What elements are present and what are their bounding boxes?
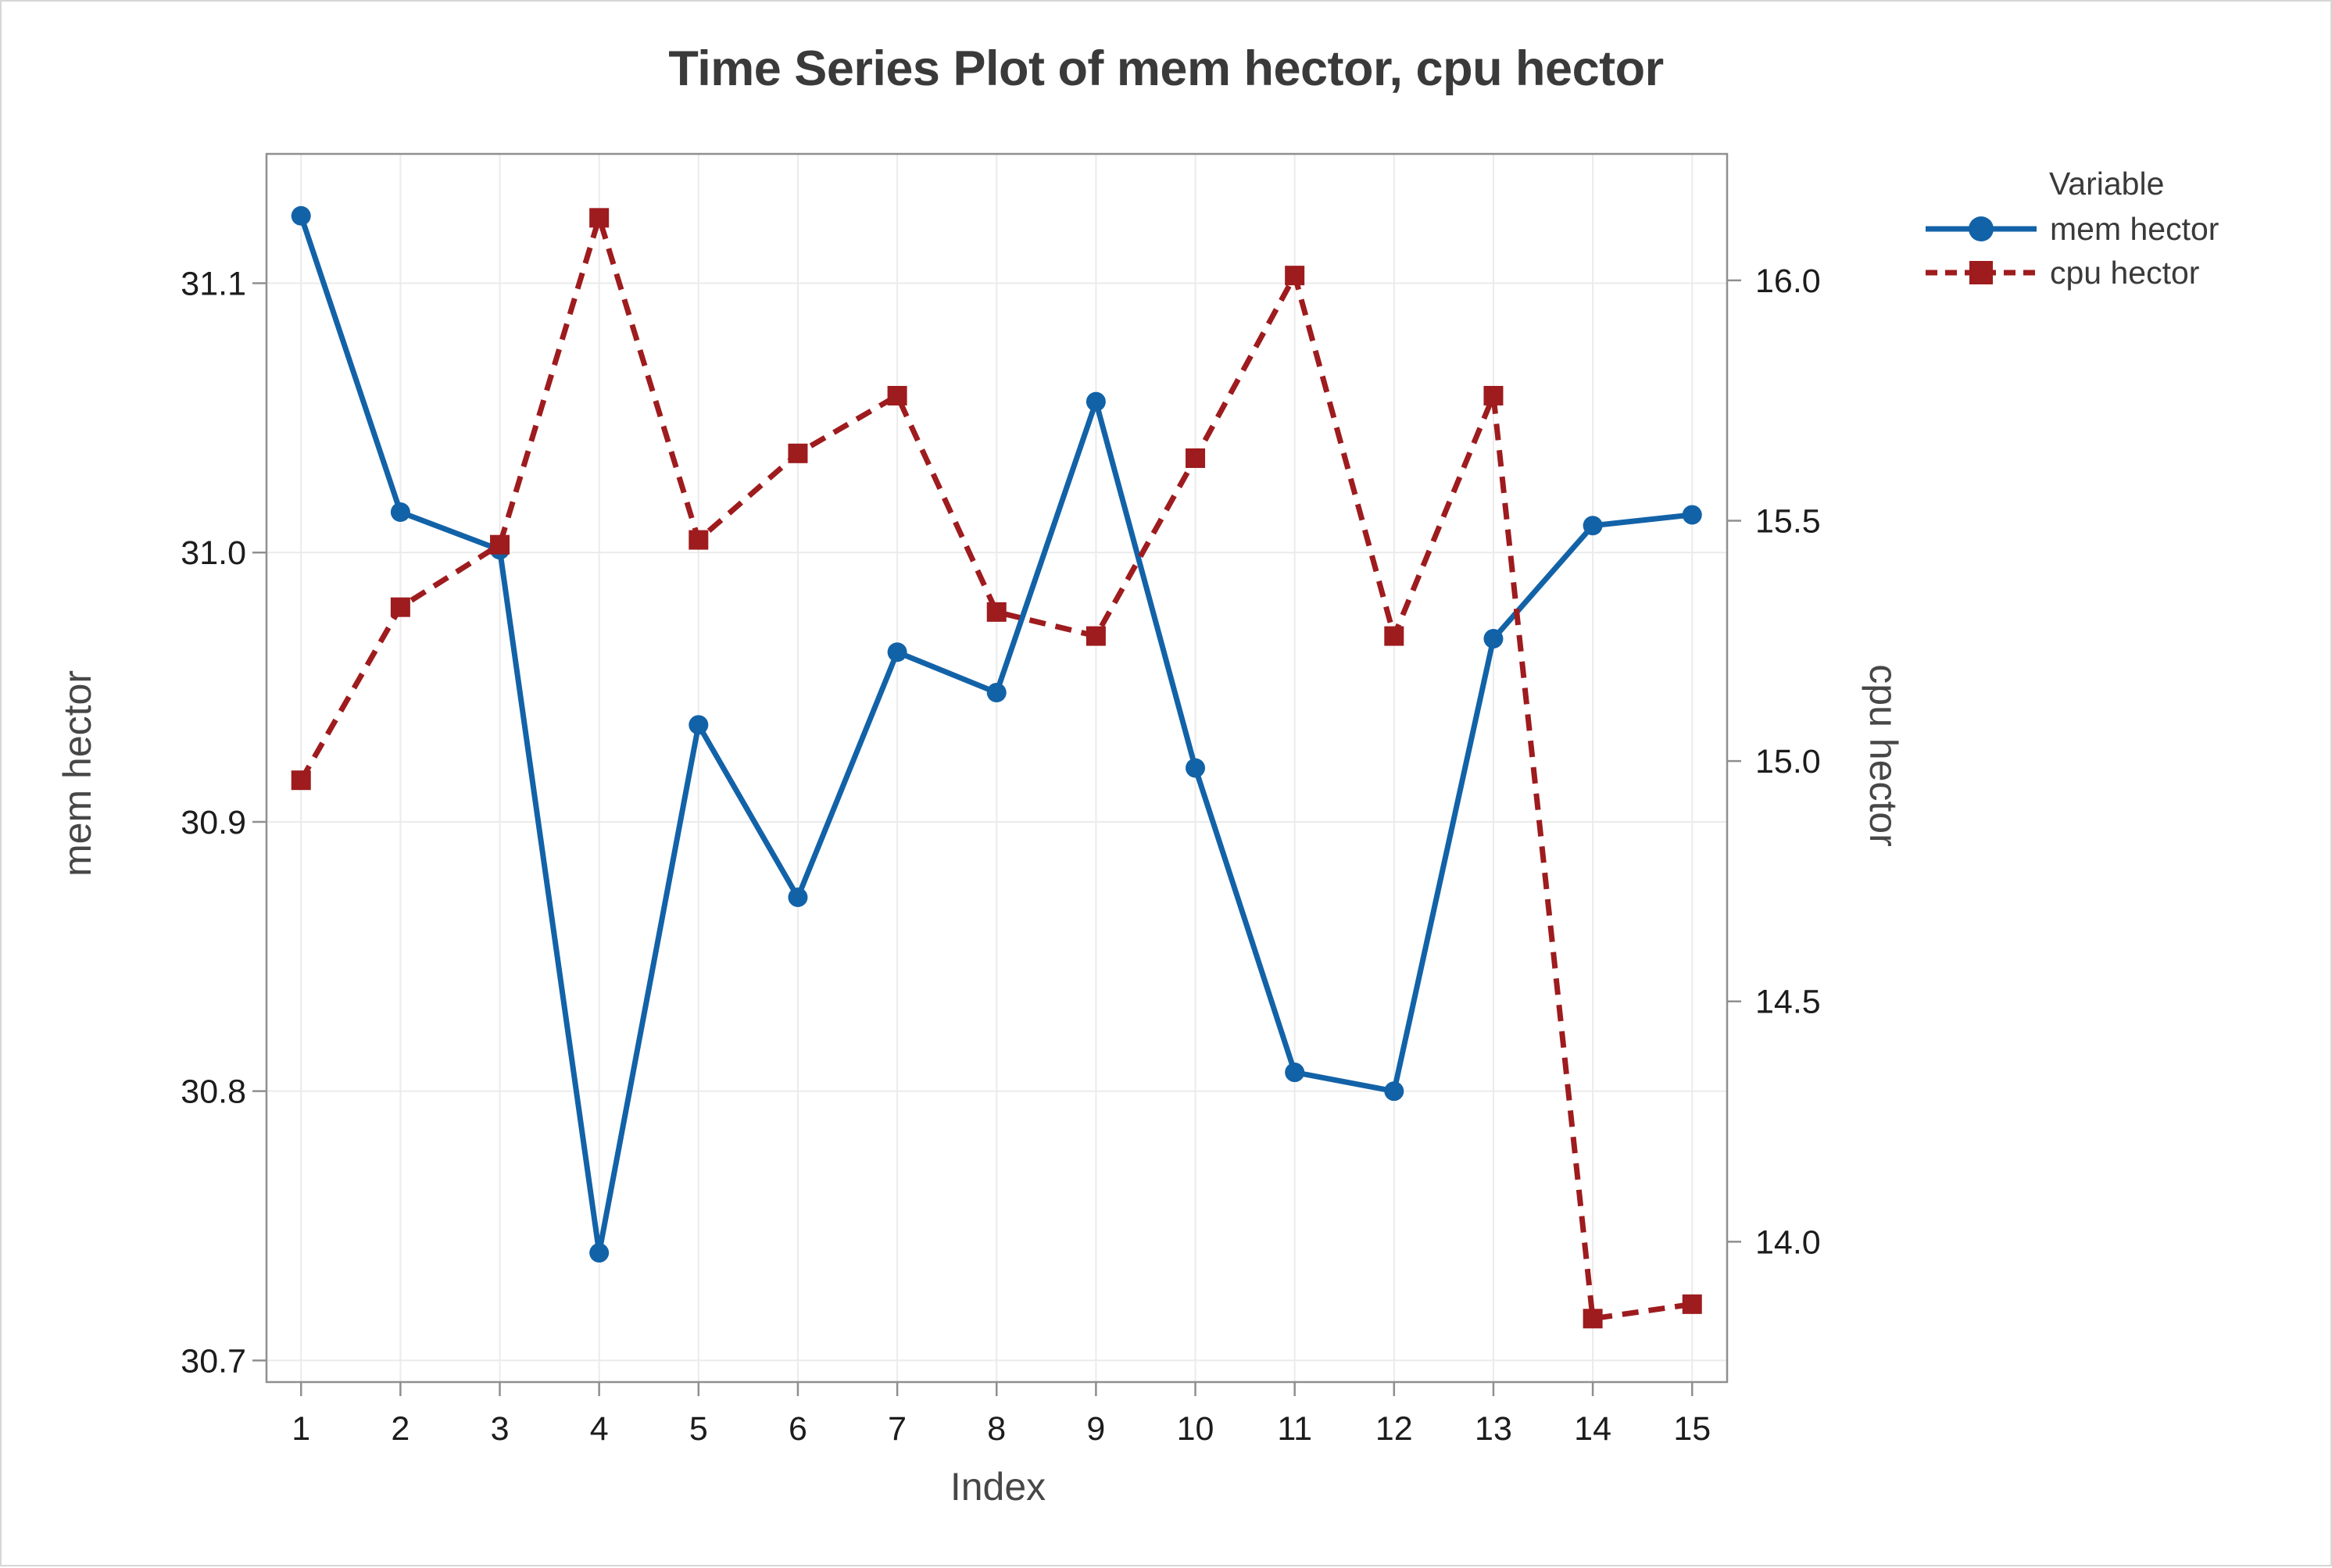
mem-hector-marker [1086, 391, 1106, 412]
x-tick-label: 6 [789, 1410, 807, 1448]
cpu-hector-marker [887, 385, 907, 405]
cpu-hector-marker [1186, 448, 1206, 468]
x-tick-label: 12 [1375, 1410, 1413, 1448]
x-tick-label: 10 [1177, 1410, 1214, 1448]
y-left-tick-label: 31.0 [181, 534, 246, 572]
y-right-tick-label: 14.0 [1755, 1223, 1821, 1261]
cpu-hector-marker [1682, 1294, 1702, 1314]
mem-hector-marker [1483, 629, 1504, 649]
mem-hector-marker [1682, 505, 1702, 525]
legend: Variable mem hector cpu hector [1922, 166, 2219, 295]
y-right-tick-label: 16.0 [1755, 263, 1821, 300]
x-tick-label: 9 [1086, 1410, 1105, 1448]
y-right-tick-label: 14.5 [1755, 984, 1821, 1021]
cpu-hector-marker [490, 534, 510, 555]
x-tick-label: 13 [1475, 1410, 1512, 1448]
mem-hector-marker [788, 887, 808, 907]
x-axis-title: Index [950, 1465, 1046, 1509]
mem-hector-marker [1384, 1081, 1404, 1102]
cpu-hector-marker [1086, 626, 1106, 646]
y-left-tick-label: 31.1 [181, 265, 246, 302]
cpu-hector-marker [788, 443, 808, 463]
mem-hector-marker [589, 1243, 610, 1263]
y-left-tick-label: 30.7 [181, 1342, 246, 1380]
mem-hector-marker [291, 205, 311, 226]
mem-hector-marker [1285, 1063, 1305, 1083]
cpu-hector-marker [390, 597, 410, 617]
cpu-hector-marker [1285, 266, 1305, 286]
cpu-hector-marker [1384, 626, 1404, 646]
mem-hector-marker [1186, 758, 1206, 778]
x-tick-label: 3 [491, 1410, 510, 1448]
legend-entry-cpu-hector: cpu hector [1922, 251, 2219, 295]
y-left-tick-label: 30.8 [181, 1073, 246, 1111]
x-tick-label: 8 [987, 1410, 1006, 1448]
legend-entry-mem-hector: mem hector [1922, 207, 2219, 251]
x-tick-label: 15 [1673, 1410, 1711, 1448]
mem-hector-marker [887, 642, 907, 663]
legend-title: Variable [2049, 166, 2165, 202]
cpu-hector-marker [1483, 385, 1504, 405]
dashed-line-square-marker-icon [1926, 261, 2037, 284]
y-right-axis-title: cpu hector [1862, 664, 1905, 847]
cpu-hector-marker [589, 208, 610, 228]
x-tick-label: 4 [590, 1410, 609, 1448]
x-tick-label: 7 [888, 1410, 907, 1448]
mem-hector-marker [986, 682, 1007, 702]
legend-entry-label: cpu hector [2050, 254, 2200, 291]
cpu-hector-line [299, 215, 1693, 1322]
x-tick-label: 5 [689, 1410, 708, 1448]
x-tick-label: 14 [1574, 1410, 1611, 1448]
y-left-tick-label: 30.9 [181, 804, 246, 841]
y-right-tick-label: 15.5 [1755, 502, 1821, 540]
x-tick-label: 1 [292, 1410, 310, 1448]
legend-entries: mem hector cpu hector [1922, 207, 2219, 295]
mem-hector-marker [1583, 516, 1603, 536]
chart-title: Time Series Plot of mem hector, cpu hect… [668, 41, 1664, 96]
cpu-hector-marker [291, 770, 311, 791]
legend-entry-label: mem hector [2050, 210, 2219, 247]
cpu-hector-marker [1583, 1309, 1603, 1329]
cpu-hector-marker [986, 602, 1007, 622]
solid-line-circle-marker-icon [1926, 216, 2037, 241]
mem-hector-marker [390, 502, 410, 522]
cpu-hector-marker [689, 530, 709, 550]
x-tick-label: 11 [1277, 1410, 1312, 1448]
y-right-tick-label: 15.0 [1755, 743, 1821, 780]
y-left-axis-title: mem hector [55, 670, 99, 877]
mem-hector-marker [689, 715, 709, 735]
x-tick-label: 2 [391, 1410, 410, 1448]
